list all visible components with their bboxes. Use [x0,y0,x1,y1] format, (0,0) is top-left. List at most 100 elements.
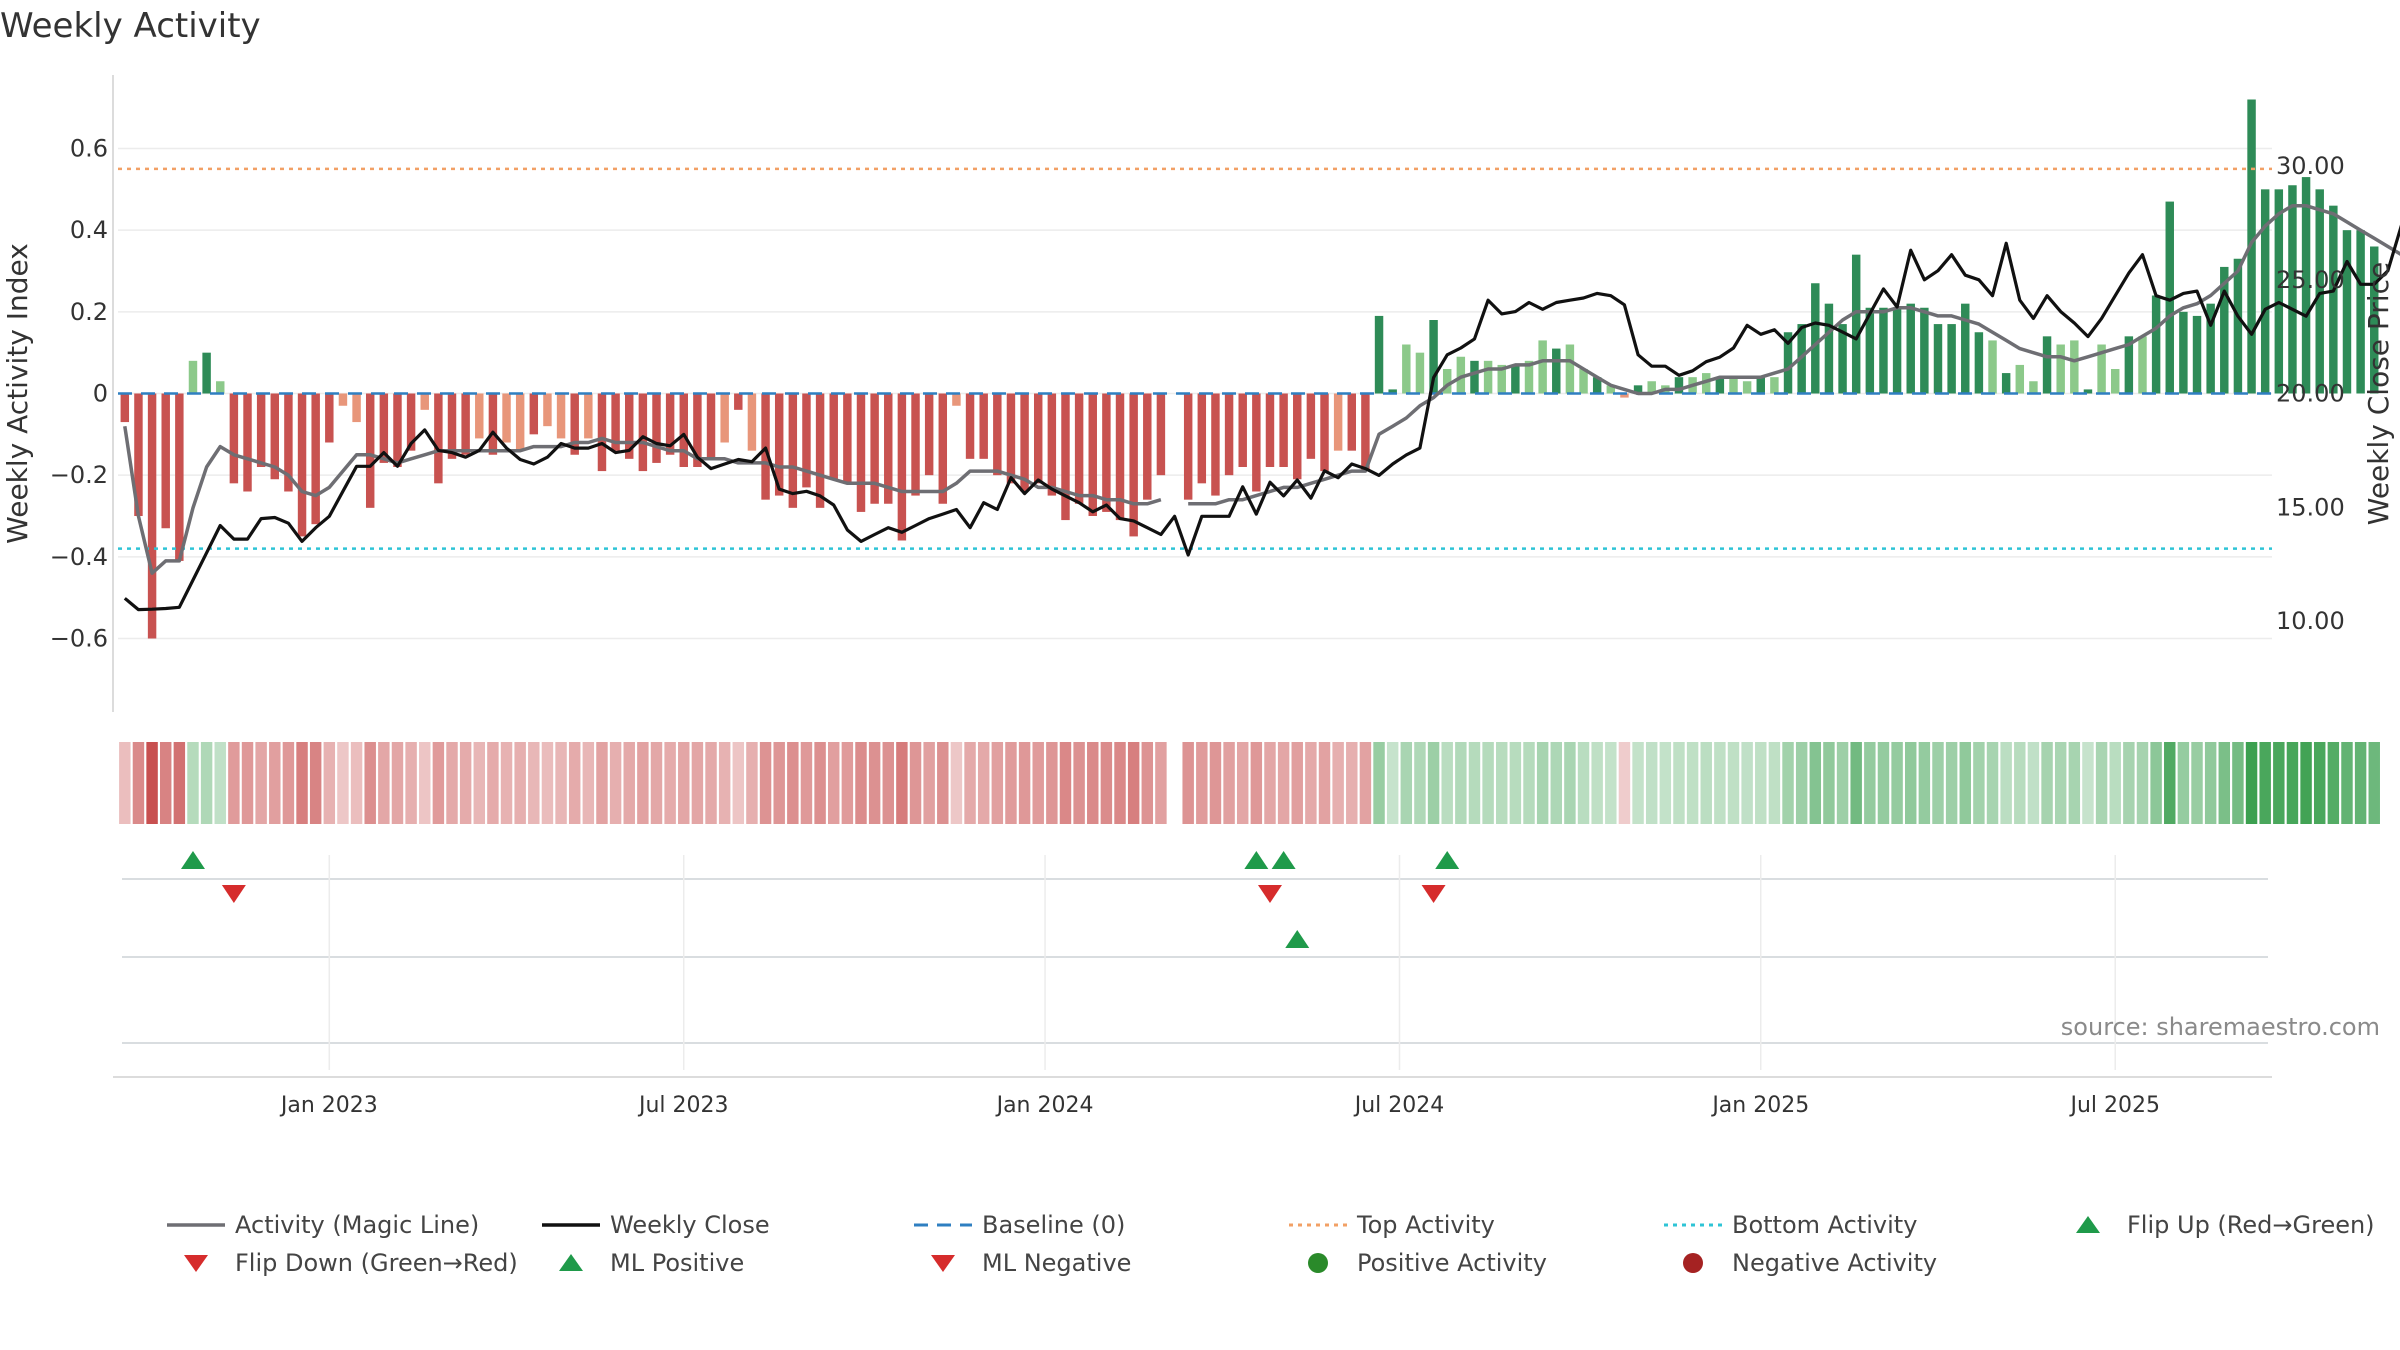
activity-strip-cell [2300,742,2312,824]
legend-line-icon [542,1223,600,1227]
activity-bar [447,393,457,459]
activity-strip-cell [1414,742,1426,824]
activity-strip-cell [1291,742,1303,824]
activity-strip-cell [1087,742,1099,824]
legend-tri-up-icon [2076,1216,2100,1233]
activity-bar [1756,377,1765,394]
right-tick-label: 30.00 [2276,152,2345,180]
x-tick-label: Jan 2023 [279,1093,378,1118]
activity-strip-cell [691,742,704,824]
activity-strip-cell [1659,742,1672,824]
activity-bar [1552,348,1561,394]
activity-bar [1906,303,1915,394]
activity-strip-cell [1127,742,1140,824]
activity-strip-cell [514,742,526,824]
activity-bar [1129,393,1138,537]
activity-strip-cell [1864,742,1876,824]
activity-bar [884,393,893,504]
activity-strip-cell [909,742,922,824]
activity-bar [679,393,688,467]
activity-bar [1115,393,1125,521]
activity-strip-cell [582,742,595,824]
legend-label: Flip Down (Green→Red) [235,1249,518,1277]
activity-strip-cell [1918,742,1931,824]
activity-bar [1020,393,1029,492]
activity-strip-cell [1441,742,1453,824]
activity-strip-cell [350,742,363,824]
activity-bar [2342,230,2352,394]
flip-down-marker [1257,885,1282,903]
activity-bar [1606,385,1616,394]
activity-bar [2056,344,2065,394]
activity-strip-cell [364,742,376,824]
legend-label: Flip Up (Red→Green) [2127,1211,2375,1239]
activity-bar [843,393,852,484]
activity-bar [1442,369,1452,394]
activity-bar [2288,185,2297,394]
flip-up-marker [180,851,205,869]
legend-item: Flip Down (Green→Red) [165,1246,518,1280]
legend-item: ML Negative [912,1246,1131,1280]
activity-strip-cell [1332,742,1344,824]
activity-strip-cell [1455,742,1467,824]
activity-bar [706,393,716,459]
activity-strip-cell [2123,742,2135,824]
flip-up-marker [1244,851,1269,869]
activity-strip-cell [1182,742,1194,824]
activity-bar [1715,377,1725,394]
activity-heat-strip [119,742,2380,824]
activity-bar [2151,295,2161,394]
left-tick-label: −0.6 [50,625,108,653]
activity-bar [1497,364,1506,394]
legend-label: Negative Activity [1732,1249,1938,1277]
activity-strip-cell [269,742,281,824]
activity-bar [216,381,225,394]
activity-bar [1511,364,1520,394]
activity-strip-cell [1932,742,1944,824]
activity-bar [1538,340,1547,394]
activity-bar [734,393,743,410]
activity-strip-cell [528,742,540,824]
activity-strip-cell [773,742,785,824]
legend-dash-icon [914,1223,972,1227]
activity-bar [1033,393,1043,484]
x-tick-label: Jul 2024 [1353,1093,1445,1118]
activity-bar [1729,377,1738,394]
source-label: source: sharemaestro.com [2060,1013,2380,1041]
activity-strip-cell [1496,742,1508,824]
activity-strip-cell [255,742,267,824]
activity-bar [434,393,443,484]
activity-bar [611,393,620,451]
activity-bar [856,393,866,512]
activity-strip-cell [1046,742,1058,824]
activity-strip-cell [746,742,758,824]
activity-strip-cell [1905,742,1917,824]
activity-strip-cell [323,742,336,824]
activity-strip-cell [623,742,635,824]
activity-strip-cell [1059,742,1072,824]
activity-bar [638,393,648,472]
activity-strip-cell [759,742,772,824]
activity-strip-cell [1427,742,1440,824]
activity-bar [1102,393,1111,512]
series-lines [123,203,2400,612]
activity-bar [488,393,498,455]
activity-bar [1456,356,1466,394]
activity-strip-cell [923,742,935,824]
activity-strip-cell [1564,742,1576,824]
activity-strip-cell [1959,742,1971,824]
activity-bar [1592,377,1602,394]
activity-bar [924,393,934,476]
activity-bar [1633,385,1643,394]
activity-bar [2220,266,2229,394]
x-tick-label: Jan 2024 [995,1093,1094,1118]
left-tick-label: 0.2 [70,298,108,326]
activity-strip-cell [2014,742,2026,824]
activity-strip-cell [1114,742,1126,824]
activity-strip-cell [1877,742,1890,824]
activity-bar [338,393,348,406]
activity-bar [2029,381,2038,394]
activity-bar [2015,364,2025,394]
activity-strip-cell [173,742,186,824]
legend: Activity (Magic Line) Weekly Close Baselin… [0,1200,2400,1280]
